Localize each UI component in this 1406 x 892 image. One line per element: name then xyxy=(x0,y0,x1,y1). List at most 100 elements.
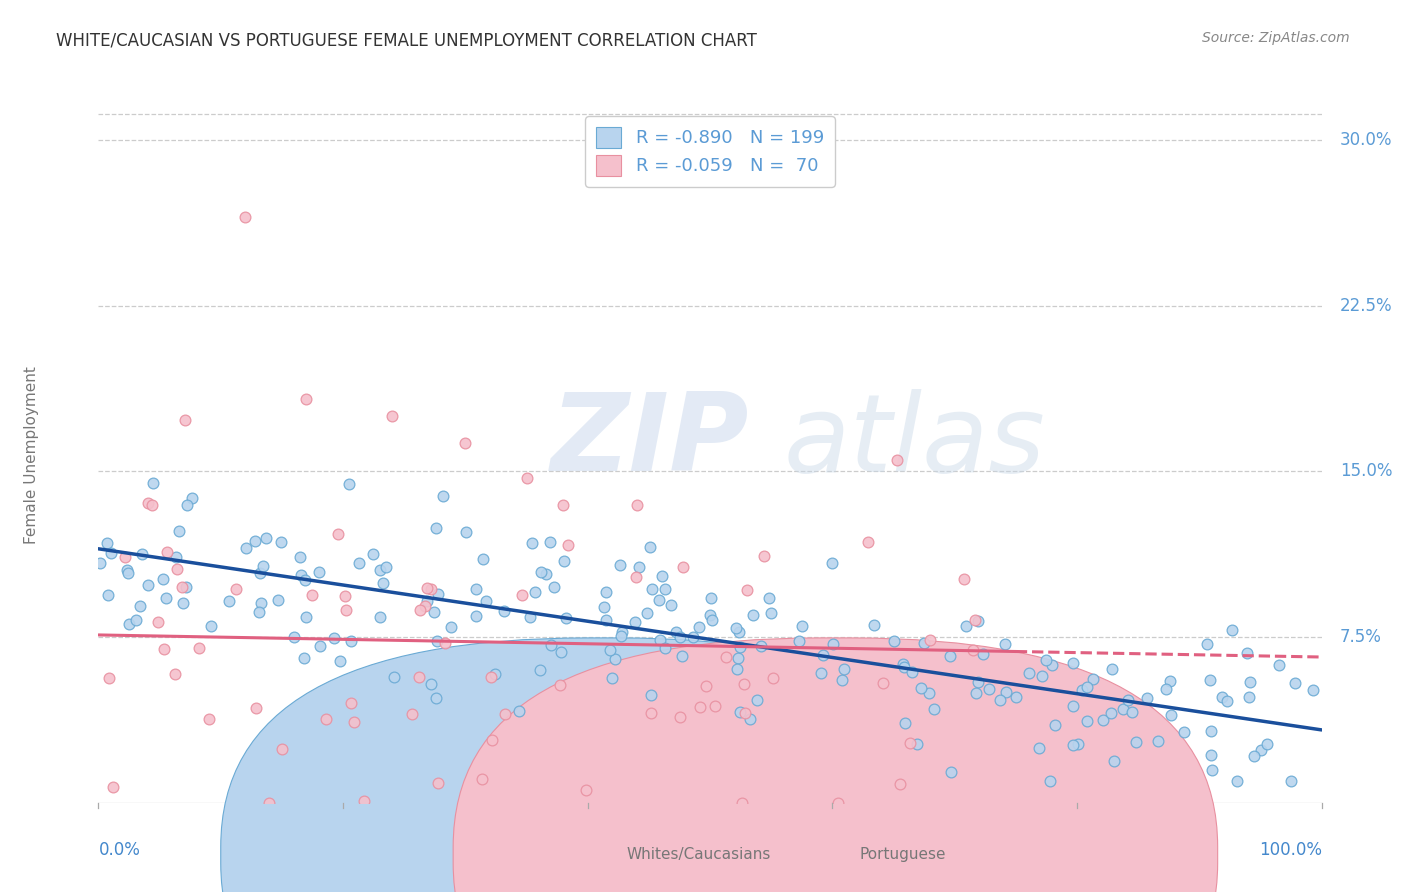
Point xyxy=(640,688,662,702)
Point xyxy=(97,588,120,602)
Point xyxy=(235,541,257,556)
Point xyxy=(328,527,350,541)
Point xyxy=(955,619,977,633)
Point xyxy=(1147,733,1170,747)
Point xyxy=(939,764,962,779)
Point xyxy=(243,534,266,549)
Point xyxy=(759,606,782,620)
Point xyxy=(492,603,515,617)
Point xyxy=(1160,707,1182,722)
Point xyxy=(669,631,692,645)
Point xyxy=(1226,773,1249,788)
Point xyxy=(349,556,371,570)
Text: ZIP: ZIP xyxy=(551,388,749,494)
Point xyxy=(762,671,785,685)
Point xyxy=(315,712,337,726)
Point xyxy=(329,654,352,668)
Point xyxy=(889,777,911,791)
FancyBboxPatch shape xyxy=(453,638,1218,892)
Point xyxy=(155,545,177,559)
Point xyxy=(699,607,721,622)
Point xyxy=(1091,713,1114,727)
Point xyxy=(610,625,633,640)
Point xyxy=(898,736,921,750)
Point xyxy=(225,582,247,596)
Point xyxy=(1101,662,1123,676)
Point xyxy=(361,547,384,561)
Point xyxy=(550,644,572,658)
Point xyxy=(1062,656,1084,670)
Point xyxy=(524,584,547,599)
Point xyxy=(595,584,617,599)
Legend: R = -0.890   N = 199, R = -0.059   N =  70: R = -0.890 N = 199, R = -0.059 N = 70 xyxy=(585,116,835,186)
Point xyxy=(481,733,503,747)
Point xyxy=(335,589,357,603)
Point xyxy=(454,435,477,450)
Point xyxy=(471,772,494,787)
Point xyxy=(827,796,849,810)
Point xyxy=(1121,706,1143,720)
Point xyxy=(1237,690,1260,704)
Point xyxy=(575,782,598,797)
Point xyxy=(375,559,398,574)
Point xyxy=(1116,693,1139,707)
Point xyxy=(163,666,186,681)
Point xyxy=(700,591,723,605)
Point xyxy=(408,670,430,684)
Point xyxy=(724,621,747,635)
Point xyxy=(704,698,727,713)
Point xyxy=(920,633,942,648)
Point xyxy=(1062,698,1084,713)
Point xyxy=(530,566,553,580)
Point xyxy=(148,615,170,630)
Point xyxy=(142,476,165,491)
Point xyxy=(420,582,443,596)
Point xyxy=(131,548,153,562)
Point xyxy=(322,631,344,645)
Point xyxy=(426,634,449,648)
Point xyxy=(475,594,498,608)
Point xyxy=(426,587,449,601)
Point xyxy=(627,560,650,574)
Point xyxy=(1005,690,1028,704)
Point xyxy=(734,706,756,720)
Point xyxy=(638,540,661,554)
Point xyxy=(671,648,693,663)
Point xyxy=(187,640,209,655)
Point xyxy=(114,550,136,565)
Point xyxy=(465,609,488,624)
Point xyxy=(118,617,141,632)
Point xyxy=(648,593,671,607)
Point xyxy=(553,498,575,512)
Point xyxy=(141,499,163,513)
Point xyxy=(117,566,139,580)
Point xyxy=(283,630,305,644)
Point xyxy=(249,566,271,581)
Point xyxy=(745,692,768,706)
Point xyxy=(89,557,111,571)
Point xyxy=(988,693,1011,707)
Point xyxy=(863,617,886,632)
Point xyxy=(484,666,506,681)
Point xyxy=(749,640,772,654)
Point xyxy=(967,675,990,690)
Point xyxy=(1104,754,1126,768)
Text: 7.5%: 7.5% xyxy=(1340,628,1382,646)
Point xyxy=(716,650,738,665)
Point xyxy=(654,641,676,656)
Point xyxy=(1173,724,1195,739)
Point xyxy=(479,670,502,684)
Point xyxy=(368,610,391,624)
Point xyxy=(553,554,575,568)
Point xyxy=(728,640,751,655)
Point xyxy=(738,712,761,726)
Point xyxy=(858,535,880,549)
Point xyxy=(651,569,673,583)
Point xyxy=(508,704,530,718)
Point xyxy=(529,663,551,677)
Point xyxy=(821,556,844,570)
Point xyxy=(893,716,915,731)
Point xyxy=(270,534,292,549)
Point xyxy=(340,696,363,710)
Point xyxy=(609,558,631,572)
